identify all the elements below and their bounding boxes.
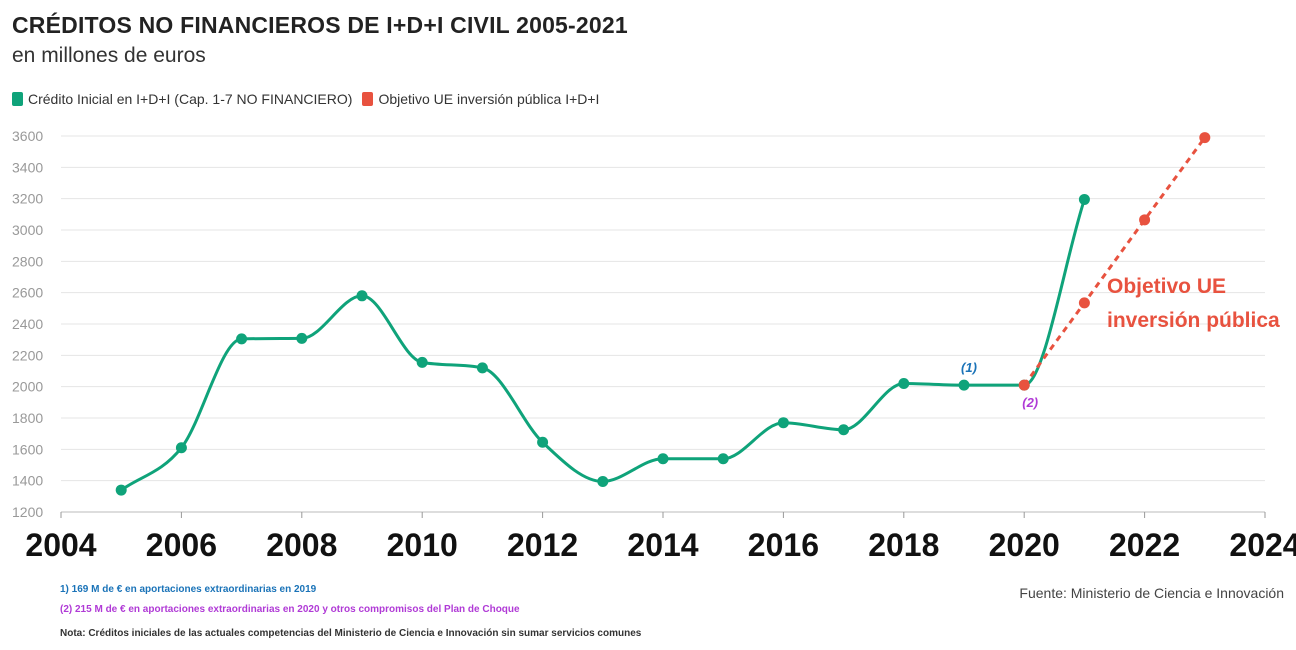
data-point-objetivo xyxy=(1199,132,1211,144)
legend: Crédito Inicial en I+D+I (Cap. 1-7 NO FI… xyxy=(12,91,609,107)
y-tick-label: 2000 xyxy=(12,379,43,395)
data-point-credito xyxy=(416,356,428,368)
data-point-credito xyxy=(356,290,368,302)
data-point-credito xyxy=(476,362,488,374)
series-line-credito xyxy=(120,198,1086,492)
footnote-1: 1) 169 M de € en aportaciones extraordin… xyxy=(60,584,317,595)
data-point-credito xyxy=(777,417,789,429)
data-point-credito xyxy=(115,484,127,496)
y-tick-label: 2800 xyxy=(12,253,43,269)
series-line-objetivo xyxy=(1022,136,1207,386)
y-tick-label: 2200 xyxy=(12,347,43,363)
y-tick-label: 2400 xyxy=(12,316,43,332)
legend-item-objetivo[interactable]: Objetivo UE inversión pública I+D+I xyxy=(362,91,599,107)
x-tick-label: 2024 xyxy=(1229,527,1296,563)
series-callout-label: inversión pública xyxy=(1107,309,1280,332)
legend-label-objetivo: Objetivo UE inversión pública I+D+I xyxy=(378,91,600,107)
data-point-credito xyxy=(838,424,850,436)
x-tick-label: 2018 xyxy=(868,527,939,563)
legend-item-credito[interactable]: Crédito Inicial en I+D+I (Cap. 1-7 NO FI… xyxy=(12,91,352,107)
x-tick-label: 2004 xyxy=(25,527,96,563)
footnote-note: Nota: Créditos iniciales de las actuales… xyxy=(60,628,642,639)
x-tick-label: 2012 xyxy=(507,527,578,563)
data-point-credito xyxy=(898,378,910,390)
annotation-2: (2) xyxy=(1022,395,1038,410)
data-point-credito xyxy=(717,453,729,465)
footnote-2: (2) 215 M de € en aportaciones extraordi… xyxy=(60,604,520,615)
data-point-objetivo xyxy=(1018,379,1030,391)
y-tick-label: 1400 xyxy=(12,473,43,489)
legend-swatch-objetivo xyxy=(362,92,374,106)
legend-swatch-credito xyxy=(12,92,23,106)
y-tick-label: 3000 xyxy=(12,222,43,238)
x-tick-label: 2008 xyxy=(266,527,337,563)
y-tick-label: 1800 xyxy=(12,410,43,426)
data-point-credito xyxy=(597,475,609,487)
y-tick-label: 3200 xyxy=(12,191,43,207)
x-tick-label: 2010 xyxy=(387,527,458,563)
data-point-credito xyxy=(236,333,248,345)
x-tick-label: 2016 xyxy=(748,527,819,563)
legend-label-credito: Crédito Inicial en I+D+I (Cap. 1-7 NO FI… xyxy=(28,91,353,107)
annotation-1: (1) xyxy=(961,360,977,375)
source-credit: Fuente: Ministerio de Ciencia e Innovaci… xyxy=(1019,585,1284,601)
data-point-credito xyxy=(657,453,669,465)
data-point-credito xyxy=(296,332,308,344)
data-point-objetivo xyxy=(1078,297,1090,309)
y-tick-label: 1600 xyxy=(12,441,43,457)
series-callout-label: Objetivo UE xyxy=(1107,275,1226,298)
x-tick-label: 2006 xyxy=(146,527,217,563)
data-point-credito xyxy=(1078,193,1090,205)
chart-subtitle: en millones de euros xyxy=(12,44,206,67)
data-point-objetivo xyxy=(1139,214,1151,226)
data-point-credito xyxy=(958,379,970,391)
data-point-credito xyxy=(537,436,549,448)
data-point-credito xyxy=(175,442,187,454)
x-tick-label: 2014 xyxy=(627,527,698,563)
chart-title: CRÉDITOS NO FINANCIEROS DE I+D+I CIVIL 2… xyxy=(12,12,628,38)
y-tick-label: 2600 xyxy=(12,285,43,301)
y-tick-label: 1200 xyxy=(12,504,43,520)
x-tick-label: 2020 xyxy=(989,527,1060,563)
y-tick-label: 3600 xyxy=(12,128,43,144)
x-tick-label: 2022 xyxy=(1109,527,1180,563)
y-tick-label: 3400 xyxy=(12,159,43,175)
